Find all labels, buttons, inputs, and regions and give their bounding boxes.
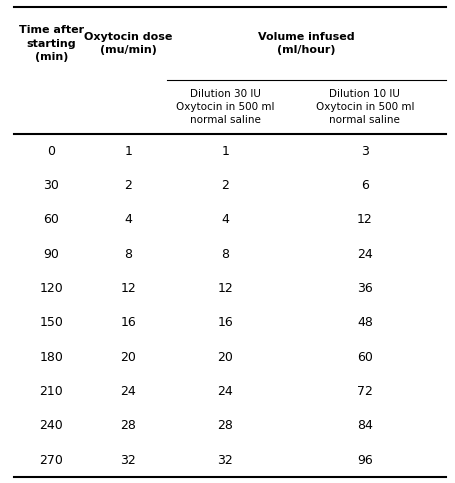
Text: 120: 120	[40, 282, 63, 295]
Text: 24: 24	[217, 385, 233, 398]
Text: 2: 2	[222, 179, 229, 192]
Text: 84: 84	[357, 419, 373, 432]
Text: 8: 8	[222, 248, 229, 261]
Text: 180: 180	[40, 351, 63, 364]
Text: 28: 28	[217, 419, 233, 432]
Text: 210: 210	[40, 385, 63, 398]
Text: Oxytocin dose
(mu/min): Oxytocin dose (mu/min)	[84, 32, 172, 55]
Text: 6: 6	[361, 179, 369, 192]
Text: 32: 32	[120, 454, 136, 467]
Text: Time after
starting
(min): Time after starting (min)	[19, 26, 84, 62]
Text: 8: 8	[124, 248, 132, 261]
Text: 12: 12	[217, 282, 233, 295]
Text: 72: 72	[357, 385, 373, 398]
Text: 4: 4	[222, 213, 229, 227]
Text: 90: 90	[44, 248, 60, 261]
Text: 24: 24	[357, 248, 373, 261]
Text: 28: 28	[120, 419, 136, 432]
Text: 16: 16	[120, 316, 136, 329]
Text: 0: 0	[47, 145, 56, 158]
Text: 270: 270	[40, 454, 63, 467]
Text: Dilution 10 IU
Oxytocin in 500 ml
normal saline: Dilution 10 IU Oxytocin in 500 ml normal…	[316, 89, 414, 125]
Text: 32: 32	[217, 454, 233, 467]
Text: 150: 150	[40, 316, 63, 329]
Text: 48: 48	[357, 316, 373, 329]
Text: Volume infused
(ml/hour): Volume infused (ml/hour)	[258, 32, 355, 55]
Text: 1: 1	[222, 145, 229, 158]
Text: 12: 12	[357, 213, 373, 227]
Text: 36: 36	[357, 282, 373, 295]
Text: 30: 30	[44, 179, 60, 192]
Text: 1: 1	[124, 145, 132, 158]
Text: 60: 60	[357, 351, 373, 364]
Text: 24: 24	[120, 385, 136, 398]
Text: 4: 4	[124, 213, 132, 227]
Text: 12: 12	[120, 282, 136, 295]
Text: 16: 16	[217, 316, 233, 329]
Text: 60: 60	[44, 213, 60, 227]
Text: 240: 240	[40, 419, 63, 432]
Text: Dilution 30 IU
Oxytocin in 500 ml
normal saline: Dilution 30 IU Oxytocin in 500 ml normal…	[176, 89, 275, 125]
Text: 20: 20	[120, 351, 136, 364]
Text: 96: 96	[357, 454, 373, 467]
Text: 3: 3	[361, 145, 369, 158]
Text: 2: 2	[124, 179, 132, 192]
Text: 20: 20	[217, 351, 233, 364]
